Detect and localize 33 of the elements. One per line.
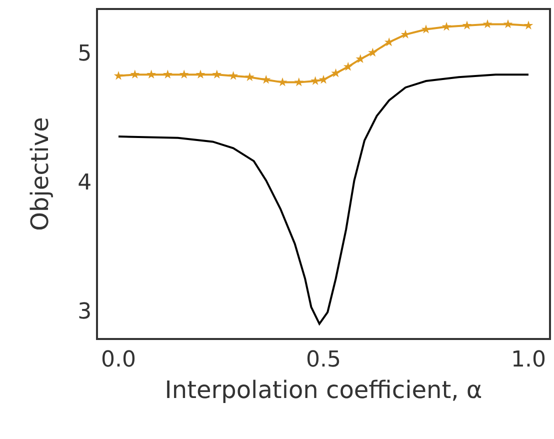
point	[318, 74, 328, 84]
point	[462, 20, 472, 30]
point	[503, 19, 513, 28]
x-tick-label: 1.0	[511, 347, 546, 372]
point	[196, 70, 206, 79]
point	[163, 70, 172, 79]
x-tick-label: 0.0	[101, 347, 136, 372]
point	[356, 54, 366, 64]
y-tick-label: 3	[78, 300, 92, 325]
line-series	[118, 74, 530, 325]
x-axis-title: Interpolation coefficient, α	[164, 376, 482, 404]
point	[524, 20, 534, 30]
point	[421, 24, 431, 34]
point	[368, 48, 378, 57]
y-tick-label: 4	[78, 170, 92, 196]
y-tick-label: 5	[78, 41, 92, 66]
point	[261, 74, 271, 84]
point	[343, 62, 353, 71]
point	[294, 77, 304, 86]
point	[384, 37, 394, 46]
point	[442, 22, 452, 31]
point	[146, 70, 156, 79]
point	[331, 68, 340, 78]
x-tick-label: 0.5	[306, 347, 341, 372]
point	[114, 70, 124, 80]
point	[278, 77, 288, 86]
point	[482, 19, 492, 28]
point	[245, 72, 254, 82]
point	[130, 70, 140, 79]
point	[228, 70, 238, 80]
y-axis-title: Objective	[26, 117, 54, 231]
point	[212, 70, 222, 79]
point	[179, 70, 189, 79]
